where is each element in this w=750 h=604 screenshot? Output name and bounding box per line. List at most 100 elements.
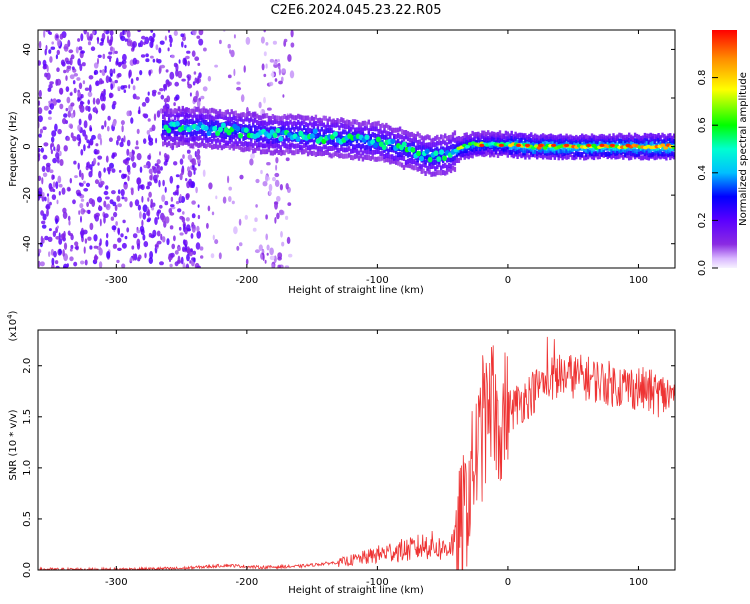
spectrogram-noise-cell xyxy=(187,170,193,178)
spectrogram-band-cell xyxy=(371,154,374,160)
spectrogram-band-cell xyxy=(222,143,226,149)
spectrogram-noise-cell xyxy=(199,246,204,251)
spectrogram-band-cell xyxy=(598,141,601,147)
spectrogram-band-cell xyxy=(563,153,566,159)
spectrogram-noise-cell xyxy=(176,184,180,189)
spectrogram-noise-cell xyxy=(77,162,80,170)
spectrogram-noise-cell xyxy=(83,144,86,152)
spectrogram-band-cell xyxy=(485,145,488,151)
spectrogram-band-cell xyxy=(463,154,466,160)
spectrogram-noise-cell xyxy=(86,201,89,208)
spectrogram-band-cell xyxy=(218,113,222,119)
spectrogram-band-cell xyxy=(212,144,216,149)
spectrogram-band-cell xyxy=(565,148,568,154)
spectrogram-band-cell xyxy=(220,137,224,143)
spectrogram-band-cell xyxy=(669,151,672,157)
spectrogram-noise-cell xyxy=(132,150,135,156)
spectrogram-band-cell xyxy=(232,129,235,135)
spectrogram-band-cell xyxy=(318,117,321,123)
spectrogram-band-cell xyxy=(563,147,566,153)
spectrogram-band-cell xyxy=(526,152,529,158)
spectrogram-noise-cell xyxy=(42,172,48,178)
spectrogram-band-cell xyxy=(524,137,527,143)
spectrogram-noise-cell xyxy=(265,214,268,220)
spectrogram-band-cell xyxy=(516,145,519,150)
spectrogram-noise-cell xyxy=(140,54,146,58)
spectrogram-band-cell xyxy=(205,114,208,120)
spectrogram-noise-cell xyxy=(115,221,118,226)
spectrogram-noise-cell xyxy=(163,98,169,103)
spectrogram-band-cell xyxy=(659,134,662,140)
spectrogram-noise-cell xyxy=(173,161,178,166)
spectrogram-band-cell xyxy=(193,109,196,115)
spectrogram-band-cell xyxy=(485,134,488,140)
spectrogram-noise-cell xyxy=(167,47,170,52)
spectrogram-band-cell xyxy=(667,133,670,139)
spectrogram-band-cell xyxy=(254,140,257,146)
spectrogram-noise-cell xyxy=(87,236,92,241)
spectrogram-noise-cell xyxy=(265,233,269,241)
spectrogram-band-cell xyxy=(489,132,492,138)
spectrogram-band-cell xyxy=(267,147,271,153)
spectrogram-band-cell xyxy=(177,129,181,135)
spectrogram-band-cell xyxy=(436,146,439,152)
spectrogram-noise-cell xyxy=(231,200,235,205)
spectrogram-noise-cell xyxy=(167,30,171,33)
spectrogram-noise-cell xyxy=(159,40,165,45)
spectrogram-noise-cell xyxy=(160,94,165,100)
spectrogram-band-cell xyxy=(381,122,384,128)
spectrogram-band-cell xyxy=(324,124,327,130)
spectrogram-noise-cell xyxy=(148,140,154,146)
spectrogram-noise-cell xyxy=(98,247,103,256)
spectrogram-band-cell xyxy=(455,136,459,142)
spectrogram-band-cell xyxy=(404,130,408,135)
spectrogram-band-cell xyxy=(322,132,325,138)
spectrogram-band-cell xyxy=(506,147,509,153)
spectrogram-noise-cell xyxy=(196,100,201,108)
spectrogram-noise-cell xyxy=(168,208,173,214)
spectrogram-noise-cell xyxy=(184,243,188,252)
spectrogram-band-cell xyxy=(310,115,314,121)
spectrogram-band-cell xyxy=(596,139,600,145)
spectrogram-ridge-cell xyxy=(390,138,396,145)
spectrogram-band-cell xyxy=(256,120,259,125)
spectrogram-band-cell xyxy=(326,140,329,145)
spectrogram-band-cell xyxy=(397,138,400,144)
spectrogram-band-cell xyxy=(447,146,451,151)
spectrogram-noise-cell xyxy=(147,118,151,122)
spectrogram-noise-cell xyxy=(175,174,180,178)
spectrogram-peak-cell xyxy=(599,143,605,147)
spectrogram-band-cell xyxy=(351,119,355,125)
spectrogram-band-cell xyxy=(263,143,267,149)
spectrogram-noise-cell xyxy=(94,179,100,185)
spectrogram-band-cell xyxy=(420,135,423,141)
spectrogram-band-cell xyxy=(299,139,302,145)
spectrogram-band-cell xyxy=(381,134,384,140)
spectrogram-noise-cell xyxy=(146,219,151,223)
spectrogram-band-cell xyxy=(350,121,353,127)
spectrogram-band-cell xyxy=(277,150,280,155)
spectrogram-band-cell xyxy=(164,140,167,146)
spectrogram-band-cell xyxy=(312,144,316,150)
spectrogram-noise-cell xyxy=(187,60,191,67)
spectrogram-band-cell xyxy=(377,149,380,154)
spectrogram-noise-cell xyxy=(186,224,191,232)
spectrogram-band-cell xyxy=(328,124,331,130)
spectrogram-band-cell xyxy=(534,133,537,139)
spectrogram-noise-cell xyxy=(264,259,267,264)
spectrogram-band-cell xyxy=(350,141,353,146)
spectrogram-band-cell xyxy=(269,141,273,147)
spectrogram-band-cell xyxy=(293,150,296,156)
spectrogram-band-cell xyxy=(457,143,461,149)
spectrogram-band-cell xyxy=(418,139,421,145)
spectrogram-noise-cell xyxy=(236,86,242,91)
spectrogram-band-cell xyxy=(230,143,233,149)
spectrogram-band-cell xyxy=(310,137,314,143)
spectrogram-band-cell xyxy=(404,162,408,168)
spectrogram-noise-cell xyxy=(63,145,68,152)
spectrogram-band-cell xyxy=(293,120,296,126)
spectrogram-band-cell xyxy=(477,149,480,155)
spectrogram-noise-cell xyxy=(80,260,85,265)
spectrogram-noise-cell xyxy=(116,135,121,141)
